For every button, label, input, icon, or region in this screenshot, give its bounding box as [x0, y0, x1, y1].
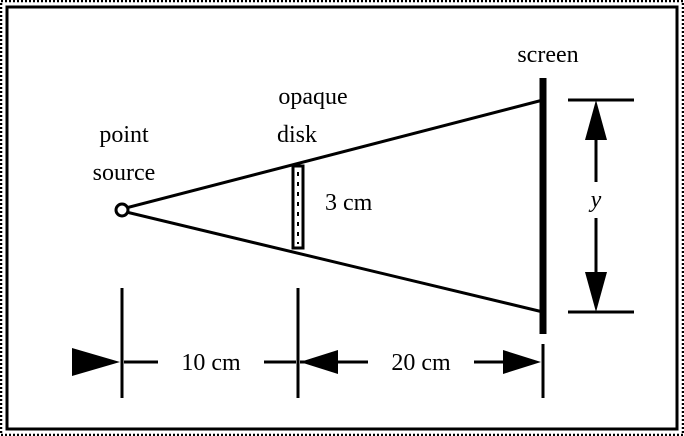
y-arrow-up-icon [585, 100, 607, 140]
y-arrow-down-icon [585, 272, 607, 312]
point-source-label-line2: source [93, 160, 156, 186]
opaque-disk [291, 164, 305, 250]
disk-label-line2: disk [277, 122, 317, 148]
extension-lines [120, 288, 545, 398]
screen-label: screen [517, 42, 578, 68]
disk-size-label: 3 cm [325, 190, 373, 216]
distance-20cm-label: 20 cm [391, 350, 451, 376]
distance-10cm-label: 10 cm [181, 350, 241, 376]
y-label: y [589, 187, 602, 213]
point-source-marker [114, 202, 130, 218]
upper-ray [121, 98, 544, 211]
arrow-right-icon [503, 350, 541, 374]
lower-ray [121, 209, 544, 314]
disk-label-line1: opaque [278, 84, 347, 110]
arrow-right-icon [72, 348, 120, 376]
point-source-label-line1: point [99, 122, 149, 148]
